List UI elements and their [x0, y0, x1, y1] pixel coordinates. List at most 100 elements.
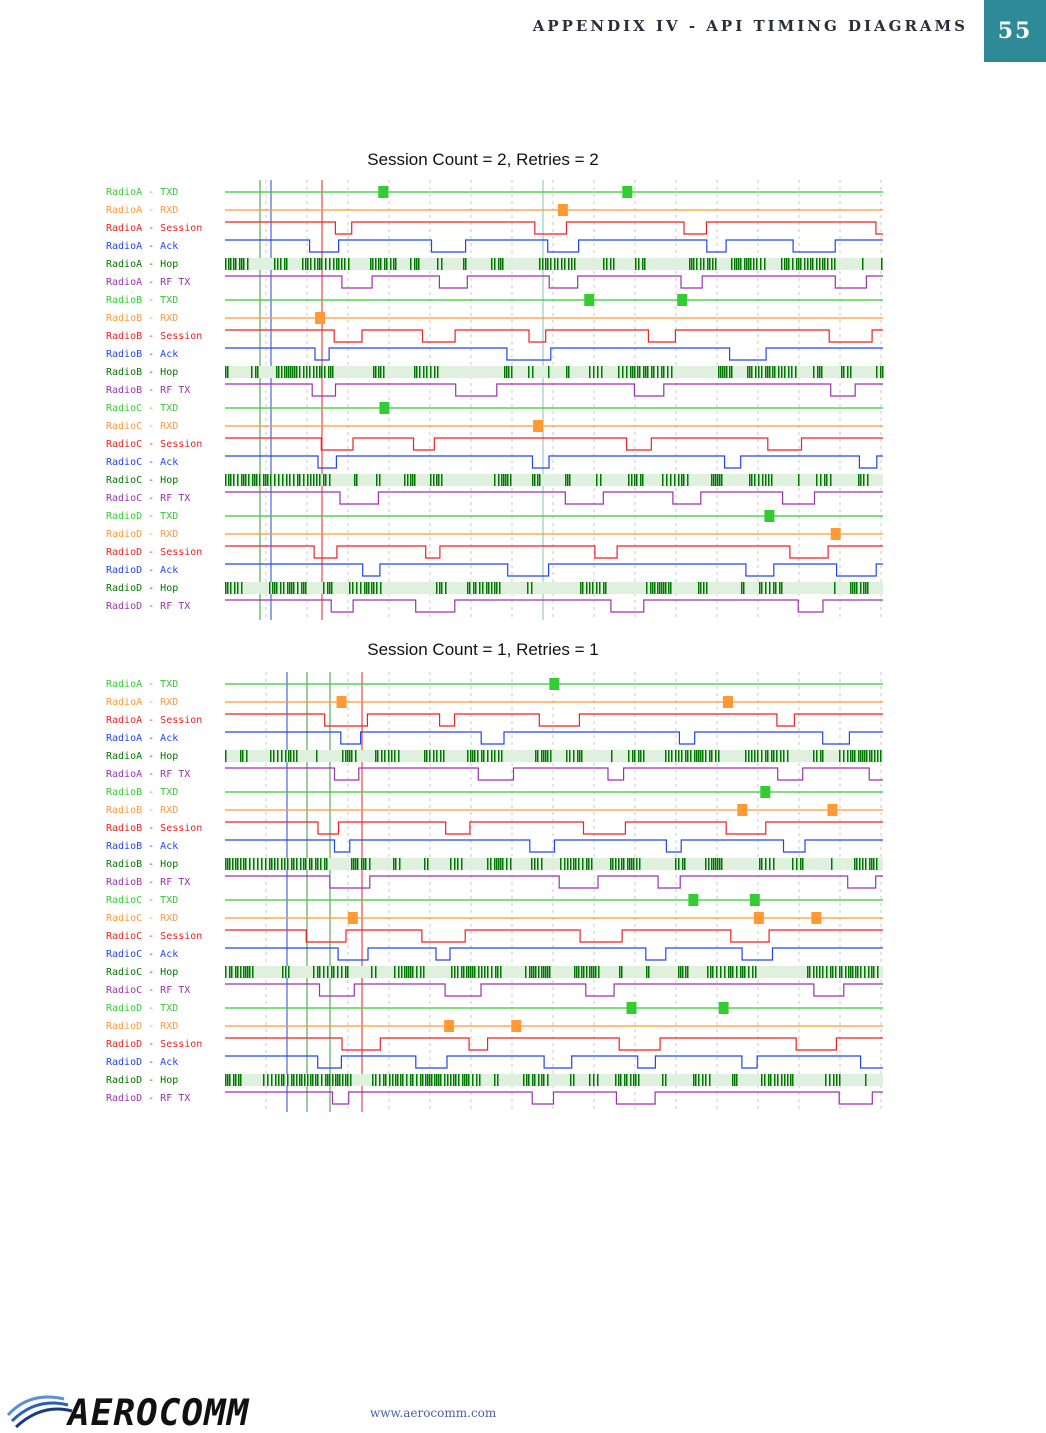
- hop-pulse: [410, 1074, 412, 1086]
- hop-pulse: [434, 1074, 436, 1086]
- signal-waveform: [225, 839, 883, 853]
- hop-pulse: [365, 858, 367, 870]
- hop-pulse: [311, 858, 313, 870]
- hop-pulse: [542, 258, 544, 270]
- hop-pulse: [332, 366, 334, 378]
- hop-pulse: [380, 366, 382, 378]
- hop-pulse: [463, 258, 465, 270]
- hop-pulse: [798, 474, 800, 486]
- hop-pulse: [237, 858, 239, 870]
- data-burst: [315, 312, 326, 324]
- hop-pulse: [461, 858, 463, 870]
- hop-pulse: [595, 966, 597, 978]
- channel-label: RadioB - Session: [106, 823, 202, 834]
- hop-pulse: [642, 474, 644, 486]
- hop-pulse: [761, 858, 763, 870]
- signal-waveform: [225, 767, 883, 781]
- hop-pulse: [296, 366, 298, 378]
- hop-pulse: [575, 858, 577, 870]
- hop-pulse: [561, 258, 563, 270]
- channel-label: RadioB - Hop: [106, 859, 178, 870]
- hop-pulse: [817, 366, 819, 378]
- hop-pulse: [246, 750, 248, 762]
- hop-pulse: [705, 858, 707, 870]
- hop-pulse: [404, 474, 406, 486]
- hop-pulse: [457, 966, 459, 978]
- hop-pulse: [773, 858, 775, 870]
- hop-pulse: [621, 858, 623, 870]
- channel-label: RadioB - RXD: [106, 805, 178, 816]
- hop-pulse: [437, 258, 439, 270]
- hop-pulse: [455, 1074, 457, 1086]
- data-burst: [584, 294, 595, 306]
- hop-pulse: [257, 858, 259, 870]
- hop-pulse: [375, 1074, 377, 1086]
- hop-pulse: [862, 750, 864, 762]
- page-header-title: APPENDIX IV - API TIMING DIAGRAMS: [532, 17, 968, 35]
- hop-pulse: [263, 474, 265, 486]
- hop-pulse: [876, 366, 878, 378]
- hop-pulse: [323, 966, 325, 978]
- hop-pulse: [541, 1074, 543, 1086]
- hop-pulse: [327, 966, 329, 978]
- hop-pulse: [854, 582, 856, 594]
- hop-pulse: [478, 966, 480, 978]
- hop-pulse: [457, 858, 459, 870]
- hop-pulse: [868, 966, 870, 978]
- hop-pulse: [765, 582, 767, 594]
- hop-pulse: [586, 582, 588, 594]
- hop-pulse: [299, 1074, 301, 1086]
- hop-pulse: [383, 1074, 385, 1086]
- hop-pulse: [316, 750, 318, 762]
- hop-pulse: [687, 750, 689, 762]
- hop-pulse: [375, 966, 377, 978]
- hop-pulse: [637, 366, 639, 378]
- hop-pulse: [511, 366, 513, 378]
- hop-pulse: [569, 474, 571, 486]
- channel-label: RadioC - TXD: [106, 895, 178, 906]
- hop-pulse: [280, 258, 282, 270]
- hop-pulse: [251, 366, 253, 378]
- hop-pulse: [269, 858, 271, 870]
- hop-pulse: [234, 582, 236, 594]
- hop-pulse: [635, 258, 637, 270]
- hop-pulse: [436, 1074, 438, 1086]
- hop-pulse: [867, 582, 869, 594]
- hop-pulse: [531, 582, 533, 594]
- hop-pulse: [781, 366, 783, 378]
- hop-pulse: [740, 966, 742, 978]
- hop-pulse: [276, 582, 278, 594]
- hop-pulse: [703, 258, 705, 270]
- hop-pulse: [543, 1074, 545, 1086]
- hop-pulse: [380, 582, 382, 594]
- hop-pulse: [578, 858, 580, 870]
- hop-pulse: [282, 474, 284, 486]
- hop-pulse: [470, 966, 472, 978]
- hop-pulse: [303, 474, 305, 486]
- hop-pulse: [767, 366, 769, 378]
- hop-pulse: [447, 1074, 449, 1086]
- hop-pulse: [277, 858, 279, 870]
- hop-pulse: [282, 966, 284, 978]
- hop-pulse: [355, 858, 357, 870]
- hop-pulse: [615, 1074, 617, 1086]
- hop-pulse: [845, 966, 847, 978]
- hop-pulse: [772, 366, 774, 378]
- hop-pulse: [257, 366, 259, 378]
- hop-pulse: [712, 966, 714, 978]
- hop-pulse: [788, 258, 790, 270]
- channel-label: RadioA - RF TX: [106, 277, 190, 288]
- hop-pulse: [491, 258, 493, 270]
- channel-label: RadioC - Hop: [106, 475, 178, 486]
- hop-pulse: [321, 366, 323, 378]
- hop-pulse: [410, 966, 412, 978]
- hop-pulse: [713, 474, 715, 486]
- hop-pulse: [243, 258, 245, 270]
- hop-pulse: [869, 750, 871, 762]
- hop-pulse: [290, 750, 292, 762]
- hop-pulse: [392, 1074, 394, 1086]
- hop-pulse: [379, 474, 381, 486]
- hop-pulse: [804, 258, 806, 270]
- hop-pulse: [792, 1074, 794, 1086]
- hop-pulse: [560, 858, 562, 870]
